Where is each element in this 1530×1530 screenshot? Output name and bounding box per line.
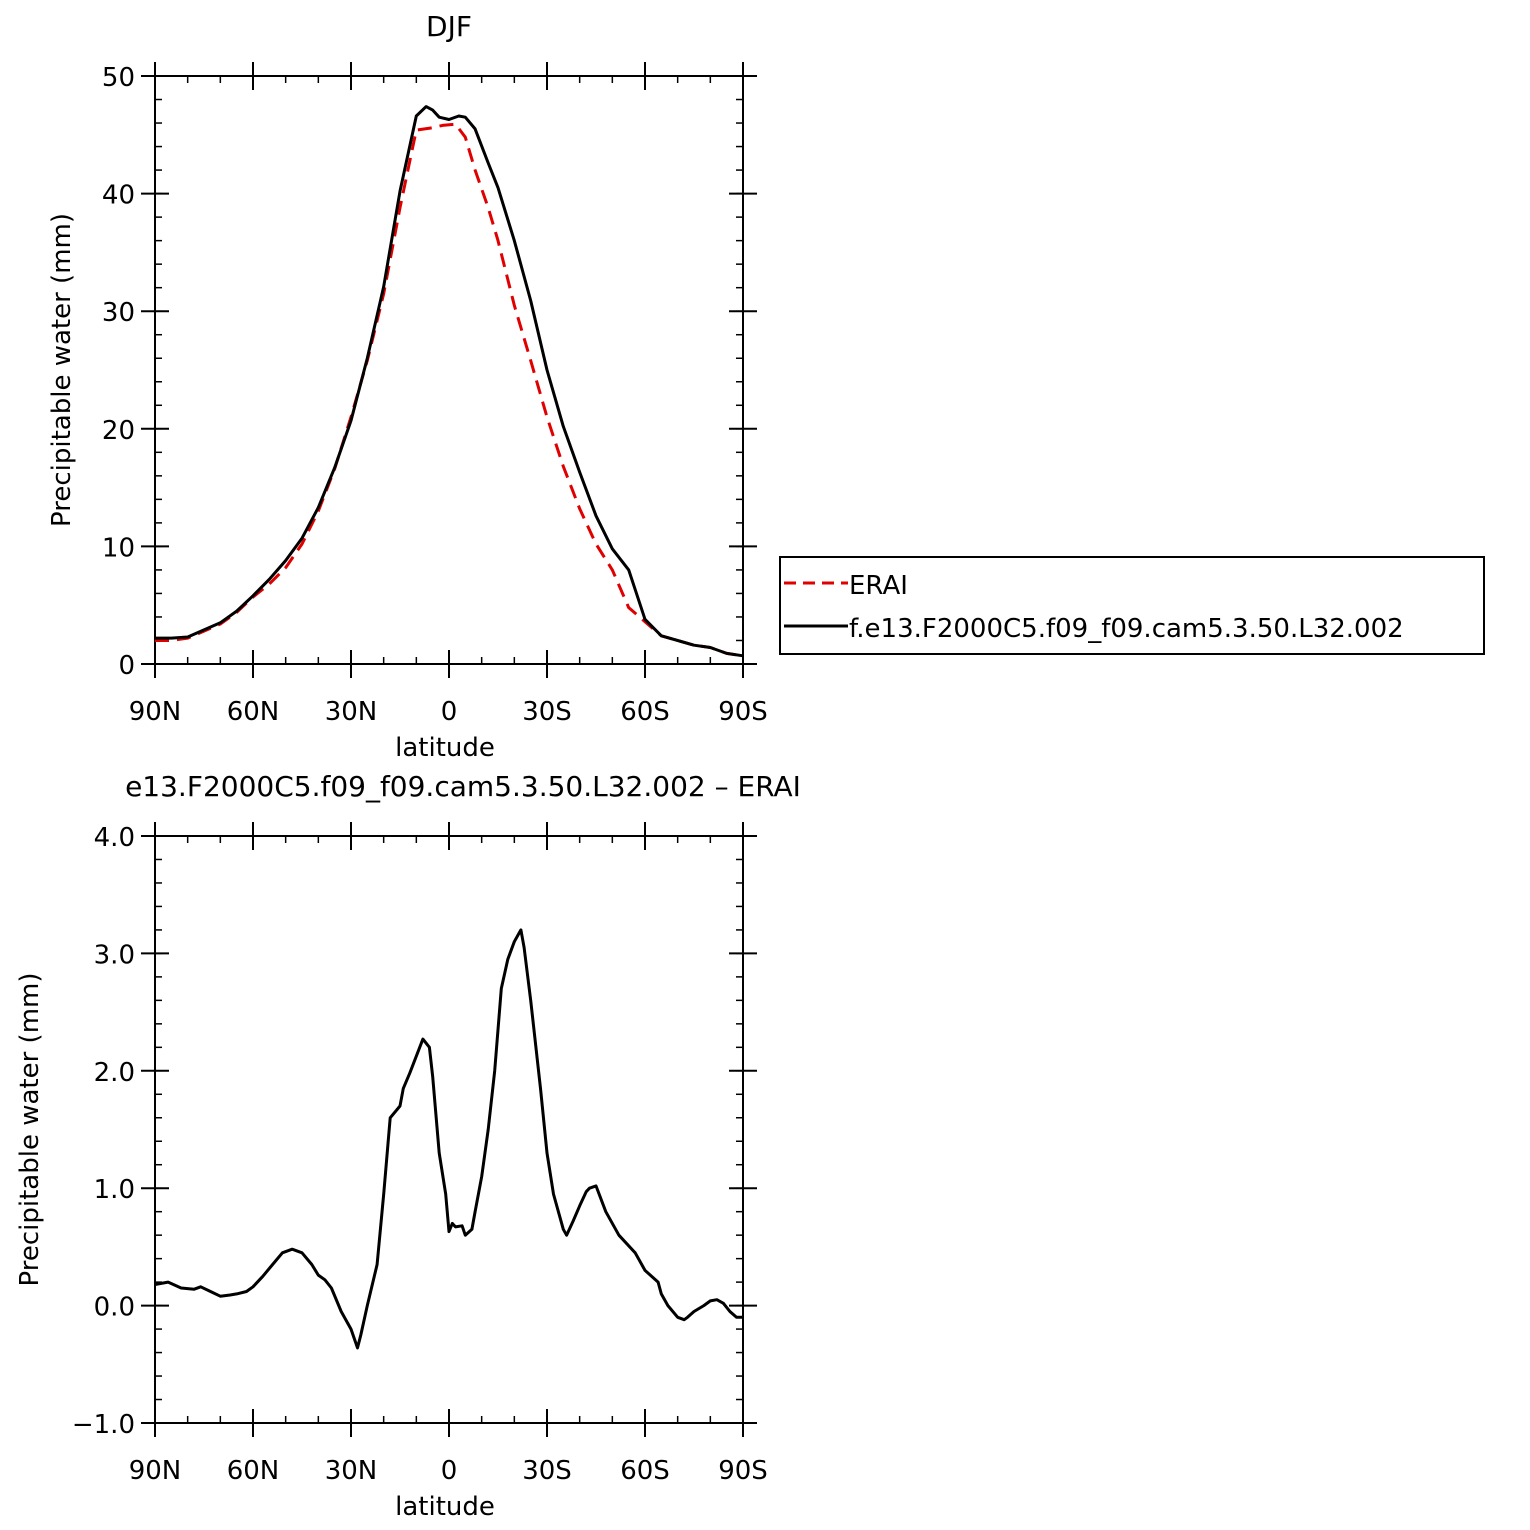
x-tick-label: 90N — [129, 1456, 182, 1486]
x-tick-label: 60S — [620, 1456, 670, 1486]
x-tick-label: 30N — [325, 1456, 378, 1486]
y-tick-label: 3.0 — [94, 940, 135, 970]
y-tick-label: 0.0 — [94, 1293, 135, 1323]
y-tick-label: 10 — [102, 533, 135, 563]
x-tick-label: 0 — [441, 1456, 458, 1486]
y-tick-label: 30 — [102, 298, 135, 328]
x-tick-label: 90S — [718, 697, 768, 727]
y-tick-label: 20 — [102, 416, 135, 446]
chart-title: DJF — [426, 10, 472, 43]
y-tick-label: 2.0 — [94, 1058, 135, 1088]
series-line-f-e13-f2000c5-f09-f09-cam5-3-50-l32-002 — [155, 105, 744, 658]
x-tick-label: 30N — [325, 697, 378, 727]
chart-title: e13.F2000C5.f09_f09.cam5.3.50.L32.002 – … — [125, 770, 801, 803]
chart-panel-2: e13.F2000C5.f09_f09.cam5.3.50.L32.002 – … — [15, 770, 801, 1522]
x-tick-label: 60N — [227, 697, 280, 727]
y-axis-label: Precipitable water (mm) — [47, 213, 77, 527]
chart-panel-1: DJF 90N 60N 30N 0 30S 60S 90S latitude 0 10 20 30 40 5… — [47, 10, 1485, 763]
x-axis-label: latitude — [395, 1492, 495, 1522]
y-tick-label: 0 — [118, 651, 135, 681]
x-tick-label: 30S — [522, 697, 572, 727]
y-tick-label: 1.0 — [94, 1175, 135, 1205]
y-tick-label: 4.0 — [94, 823, 135, 853]
legend: ERAI f.e13.F2000C5.f09_f09.cam5.3.50.L32.… — [779, 556, 1485, 655]
y-tick-label: −1.0 — [72, 1410, 135, 1440]
y-tick-label: 40 — [102, 181, 135, 211]
y-axis-label: Precipitable water (mm) — [15, 973, 45, 1287]
x-tick-label: 60S — [620, 697, 670, 727]
x-tick-label: 60N — [227, 1456, 280, 1486]
x-tick-label: 90N — [129, 697, 182, 727]
legend-label: ERAI — [849, 571, 908, 601]
x-axis-label: latitude — [395, 733, 495, 763]
series-line-difference — [154, 928, 743, 1350]
legend-box — [779, 556, 1485, 655]
y-tick-label: 50 — [102, 63, 135, 93]
legend-label: f.e13.F2000C5.f09_f09.cam5.3.50.L32.002 — [849, 614, 1404, 644]
series-line-erai — [155, 122, 744, 658]
x-tick-label: 30S — [522, 1456, 572, 1486]
x-tick-label: 90S — [718, 1456, 768, 1486]
x-tick-label: 0 — [441, 697, 458, 727]
